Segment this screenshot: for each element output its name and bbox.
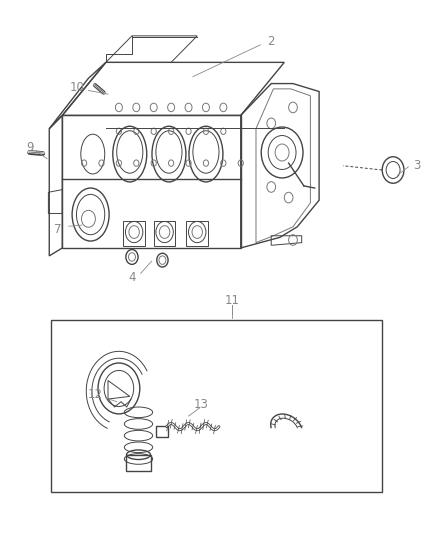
Text: 11: 11: [225, 294, 240, 308]
Text: 4: 4: [128, 271, 136, 284]
Text: 3: 3: [413, 159, 421, 172]
Text: 9: 9: [26, 141, 33, 154]
Text: 13: 13: [194, 398, 209, 411]
Text: 2: 2: [268, 35, 275, 47]
Text: 12: 12: [88, 389, 102, 401]
Text: 10: 10: [70, 82, 85, 94]
Bar: [51, 319, 382, 492]
Text: 7: 7: [54, 223, 62, 236]
